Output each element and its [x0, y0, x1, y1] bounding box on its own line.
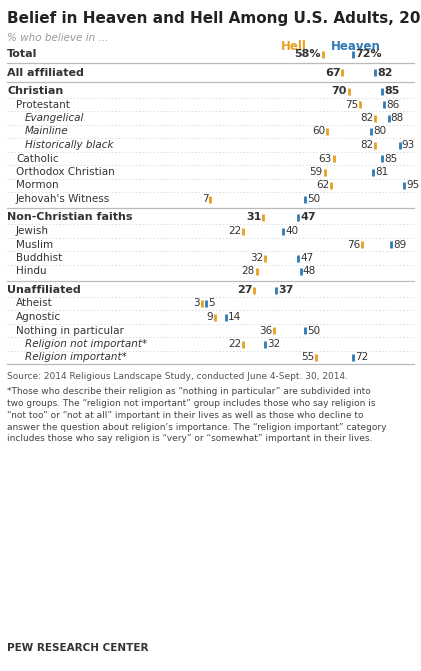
Text: Atheist: Atheist	[16, 299, 53, 309]
Text: 47: 47	[301, 253, 314, 263]
Text: 72: 72	[355, 352, 369, 362]
Text: 95: 95	[406, 180, 419, 191]
Text: 89: 89	[393, 240, 406, 250]
Text: Nothing in particular: Nothing in particular	[16, 325, 124, 336]
Text: *Those who describe their religion as “nothing in particular” are subdivided int: *Those who describe their religion as “n…	[7, 387, 386, 444]
Text: 70: 70	[332, 86, 347, 96]
Text: Catholic: Catholic	[16, 154, 59, 164]
Text: % who believe in ...: % who believe in ...	[7, 33, 108, 43]
Text: 80: 80	[373, 127, 386, 136]
Text: 55: 55	[301, 352, 314, 362]
Text: 76: 76	[347, 240, 360, 250]
Text: 22: 22	[228, 226, 241, 236]
Text: PEW RESEARCH CENTER: PEW RESEARCH CENTER	[7, 643, 149, 653]
Text: Jehovah's Witness: Jehovah's Witness	[16, 194, 110, 204]
Text: 40: 40	[285, 226, 298, 236]
Text: All affiliated: All affiliated	[7, 68, 84, 77]
Text: 5: 5	[208, 299, 215, 309]
Text: Hindu: Hindu	[16, 266, 47, 276]
Text: 82: 82	[360, 113, 373, 123]
Text: 3: 3	[193, 299, 200, 309]
Text: 9: 9	[206, 312, 213, 322]
Text: 32: 32	[250, 253, 264, 263]
Text: Protestant: Protestant	[16, 99, 70, 109]
Text: 85: 85	[384, 86, 400, 96]
Text: Non-Christian faiths: Non-Christian faiths	[7, 213, 133, 223]
Text: 7: 7	[202, 194, 208, 204]
Text: 14: 14	[228, 312, 241, 322]
Text: Evangelical: Evangelical	[25, 113, 84, 123]
Text: 63: 63	[318, 154, 332, 164]
Text: Jewish: Jewish	[16, 226, 49, 236]
Text: 62: 62	[316, 180, 329, 191]
Text: Source: 2014 Religious Landscape Study, conducted June 4-Sept. 30, 2014.: Source: 2014 Religious Landscape Study, …	[7, 372, 348, 381]
Text: 60: 60	[312, 127, 325, 136]
Text: Historically black: Historically black	[25, 140, 114, 150]
Text: Religion important*: Religion important*	[25, 352, 127, 362]
Text: 50: 50	[307, 325, 320, 336]
Text: Belief in Heaven and Hell Among U.S. Adults, 2014: Belief in Heaven and Hell Among U.S. Adu…	[7, 11, 421, 26]
Text: 72%: 72%	[355, 49, 382, 59]
Text: 31: 31	[246, 213, 261, 223]
Text: Christian: Christian	[7, 86, 63, 96]
Text: 48: 48	[303, 266, 316, 276]
Text: 93: 93	[402, 140, 415, 150]
Text: Agnostic: Agnostic	[16, 312, 61, 322]
Text: 27: 27	[237, 285, 253, 295]
Text: 36: 36	[259, 325, 272, 336]
Text: 67: 67	[325, 68, 341, 77]
Text: Orthodox Christian: Orthodox Christian	[16, 167, 115, 177]
Text: 28: 28	[241, 266, 255, 276]
Text: Hell: Hell	[281, 40, 307, 53]
Text: 81: 81	[375, 167, 389, 177]
Text: Buddhist: Buddhist	[16, 253, 62, 263]
Text: 32: 32	[267, 339, 281, 349]
Text: 22: 22	[228, 339, 241, 349]
Text: 75: 75	[345, 99, 358, 109]
Text: 85: 85	[384, 154, 397, 164]
Text: 47: 47	[301, 213, 316, 223]
Text: Total: Total	[7, 49, 37, 59]
Text: Muslim: Muslim	[16, 240, 53, 250]
Text: Mainline: Mainline	[25, 127, 69, 136]
Text: Unaffiliated: Unaffiliated	[7, 285, 81, 295]
Text: 88: 88	[391, 113, 404, 123]
Text: Heaven: Heaven	[330, 40, 381, 53]
Text: 82: 82	[377, 68, 393, 77]
Text: 82: 82	[360, 140, 373, 150]
Text: 50: 50	[307, 194, 320, 204]
Text: 59: 59	[309, 167, 323, 177]
Text: 58%: 58%	[294, 49, 321, 59]
Text: Religion not important*: Religion not important*	[25, 339, 147, 349]
Text: 86: 86	[386, 99, 400, 109]
Text: 37: 37	[278, 285, 294, 295]
Text: Mormon: Mormon	[16, 180, 59, 191]
